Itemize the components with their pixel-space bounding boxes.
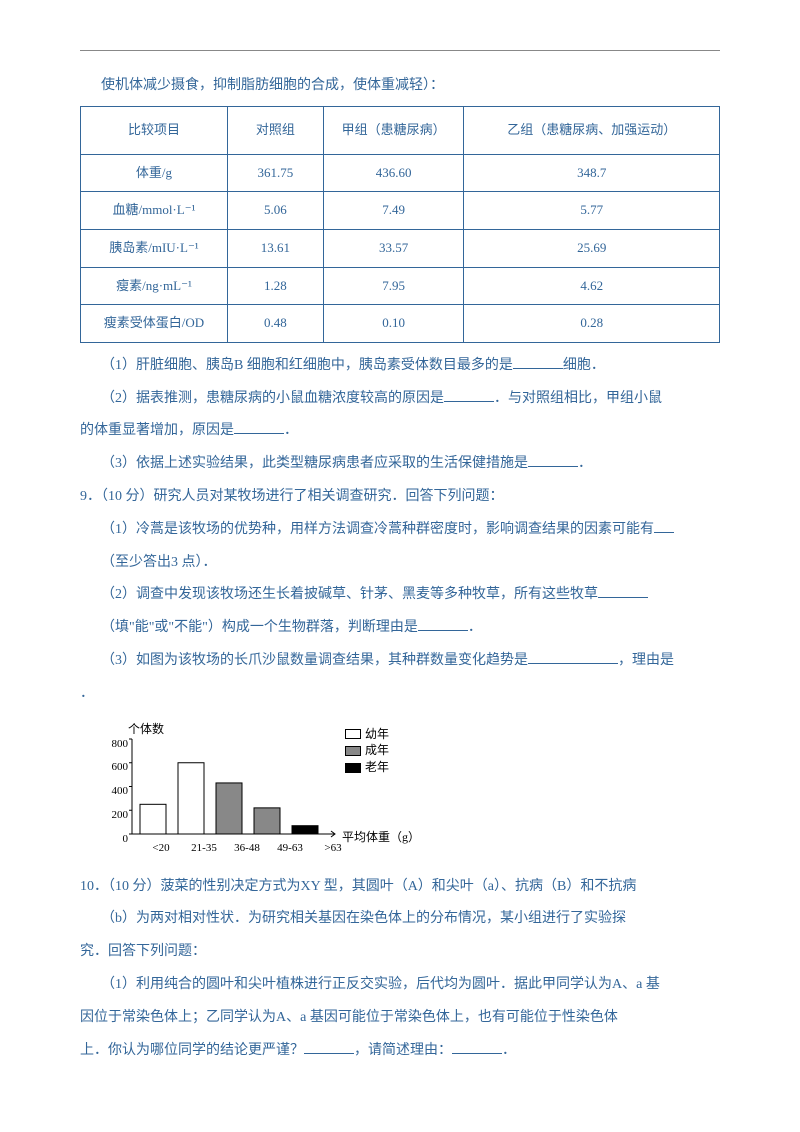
table-header: 比较项目 (81, 106, 228, 154)
legend-swatch (345, 763, 361, 773)
q9-3: （3）如图为该牧场的长爪沙鼠数量调查结果，其种群数量变化趋势是 ，理由是 (80, 646, 720, 677)
q9-2b-text: （填"能"或"不能"）构成一个生物群落，判断理由是 (101, 620, 418, 635)
table-cell: 436.60 (323, 154, 464, 192)
table-cell: 0.10 (323, 305, 464, 343)
legend-swatch (345, 729, 361, 739)
table-cell: 7.49 (323, 192, 464, 230)
table-cell: 1.28 (227, 267, 323, 305)
q9-3-text: （3）如图为该牧场的长爪沙鼠数量调查结果，其种群数量变化趋势是 (101, 653, 528, 668)
q9-2b-tail: ． (468, 620, 482, 635)
q3: （3）依据上述实验结果，此类型糖尿病患者应采取的生活保健措施是 ． (80, 449, 720, 480)
blank (234, 420, 284, 434)
category-label: <20 (144, 836, 178, 860)
blank (513, 355, 563, 369)
table-cell: 血糖/mmol·L⁻¹ (81, 192, 228, 230)
blank (654, 519, 674, 533)
table-cell: 5.06 (227, 192, 323, 230)
category-label: 36-48 (230, 836, 264, 860)
q2b-tail: ． (284, 423, 298, 438)
legend-item: 幼年 (345, 726, 389, 743)
table-header: 甲组（患糖尿病） (323, 106, 464, 154)
category-label: 49-63 (273, 836, 307, 860)
category-label: 21-35 (187, 836, 221, 860)
q2a-text: （2）据表推测，患糖尿病的小鼠血糖浓度较高的原因是 (101, 391, 444, 406)
q9-3-tail: ，理由是 (618, 653, 674, 668)
dot: ． (80, 679, 720, 710)
table-cell: 5.77 (464, 192, 720, 230)
q3-text: （3）依据上述实验结果，此类型糖尿病患者应采取的生活保健措施是 (101, 456, 528, 471)
q1: （1）肝脏细胞、胰岛B 细胞和红细胞中，胰岛素受体数目最多的是 细胞． (80, 351, 720, 382)
table-cell: 25.69 (464, 229, 720, 267)
table-row: 胰岛素/mIU·L⁻¹13.6133.5725.69 (81, 229, 720, 267)
q1-tail: 细胞． (563, 358, 605, 373)
blank (304, 1040, 354, 1054)
q10-1c-pre: 上．你认为哪位同学的结论更严谨？ (80, 1043, 304, 1058)
q2b: 的体重显著增加，原因是 ． (80, 416, 720, 447)
legend-item: 成年 (345, 742, 389, 759)
blank (528, 650, 618, 664)
blank (598, 584, 648, 598)
table-cell: 348.7 (464, 154, 720, 192)
q9-2a: （2）调查中发现该牧场还生长着披碱草、针茅、黑麦等多种牧草，所有这些牧草 (80, 580, 720, 611)
legend-label: 老年 (365, 759, 389, 776)
table-cell: 0.48 (227, 305, 323, 343)
q9-2b: （填"能"或"不能"）构成一个生物群落，判断理由是 ． (80, 613, 720, 644)
legend-label: 成年 (365, 742, 389, 759)
table-cell: 0.28 (464, 305, 720, 343)
q1-text: （1）肝脏细胞、胰岛B 细胞和红细胞中，胰岛素受体数目最多的是 (101, 358, 513, 373)
q9: 9．（10 分）研究人员对某牧场进行了相关调查研究．回答下列问题： (80, 482, 720, 513)
table-cell: 体重/g (81, 154, 228, 192)
chart-xlabel: 平均体重（g） (342, 824, 420, 850)
table-cell: 7.95 (323, 267, 464, 305)
q10-1c-mid: ，请简述理由： (354, 1043, 452, 1058)
q10b: （b）为两对相对性状．为研究相关基因在染色体上的分布情况，某小组进行了实验探 (80, 904, 720, 935)
q2a-tail: ．与对照组相比，甲组小鼠 (494, 391, 662, 406)
table-row: 瘦素/ng·mL⁻¹1.287.954.62 (81, 267, 720, 305)
header-divider (80, 50, 720, 51)
table-row: 血糖/mmol·L⁻¹5.067.495.77 (81, 192, 720, 230)
q9-1a: （1）冷蒿是该牧场的优势种，用样方法调查冷蒿种群密度时，影响调查结果的因素可能有 (80, 515, 720, 546)
q10-1b: 因位于常染色体上；乙同学认为A、a 基因可能位于常染色体上，也有可能位于性染色体 (80, 1003, 720, 1034)
blank (444, 388, 494, 402)
q9-1a-text: （1）冷蒿是该牧场的优势种，用样方法调查冷蒿种群密度时，影响调查结果的因素可能有 (101, 522, 654, 537)
legend-item: 老年 (345, 759, 389, 776)
q2b-text: 的体重显著增加，原因是 (80, 423, 234, 438)
data-table: 比较项目对照组甲组（患糖尿病）乙组（患糖尿病、加强运动） 体重/g361.754… (80, 106, 720, 343)
intro-text: 使机体减少摄食，抑制脂肪细胞的合成，使体重减轻）： (80, 71, 720, 102)
table-cell: 361.75 (227, 154, 323, 192)
table-cell: 4.62 (464, 267, 720, 305)
table-row: 体重/g361.75436.60348.7 (81, 154, 720, 192)
table-header: 对照组 (227, 106, 323, 154)
q10-1c-tail: ． (502, 1043, 516, 1058)
chart-legend: 幼年成年老年 (345, 726, 389, 776)
q10-1a: （1）利用纯合的圆叶和尖叶植株进行正反交实验，后代均为圆叶．据此甲同学认为A、a… (80, 970, 720, 1001)
table-cell: 胰岛素/mIU·L⁻¹ (81, 229, 228, 267)
blank (452, 1040, 502, 1054)
category-label: >63 (316, 836, 350, 860)
legend-label: 幼年 (365, 726, 389, 743)
table-cell: 瘦素受体蛋白/OD (81, 305, 228, 343)
blank (528, 453, 578, 467)
table-cell: 13.61 (227, 229, 323, 267)
q10a: 10．（10 分）菠菜的性别决定方式为XY 型，其圆叶（A）和尖叶（a）、抗病（… (80, 872, 720, 903)
table-cell: 33.57 (323, 229, 464, 267)
blank (418, 617, 468, 631)
table-row: 瘦素受体蛋白/OD0.480.100.28 (81, 305, 720, 343)
legend-swatch (345, 746, 361, 756)
bar-chart: 个体数 0200400600800 幼年成年老年 平均体重（g） <2021-3… (100, 716, 470, 866)
q3-tail: ． (578, 456, 592, 471)
chart-categories: <20 21-35 36-48 49-63 >63 (144, 836, 350, 860)
table-header: 乙组（患糖尿病、加强运动） (464, 106, 720, 154)
chart-svg (100, 734, 340, 844)
table-cell: 瘦素/ng·mL⁻¹ (81, 267, 228, 305)
q9-2a-text: （2）调查中发现该牧场还生长着披碱草、针茅、黑麦等多种牧草，所有这些牧草 (101, 587, 598, 602)
q10c: 究．回答下列问题： (80, 937, 720, 968)
q2a: （2）据表推测，患糖尿病的小鼠血糖浓度较高的原因是 ．与对照组相比，甲组小鼠 (80, 384, 720, 415)
q10-1c: 上．你认为哪位同学的结论更严谨？ ，请简述理由： ． (80, 1036, 720, 1067)
q9-1b: （至少答出3 点）． (80, 548, 720, 579)
